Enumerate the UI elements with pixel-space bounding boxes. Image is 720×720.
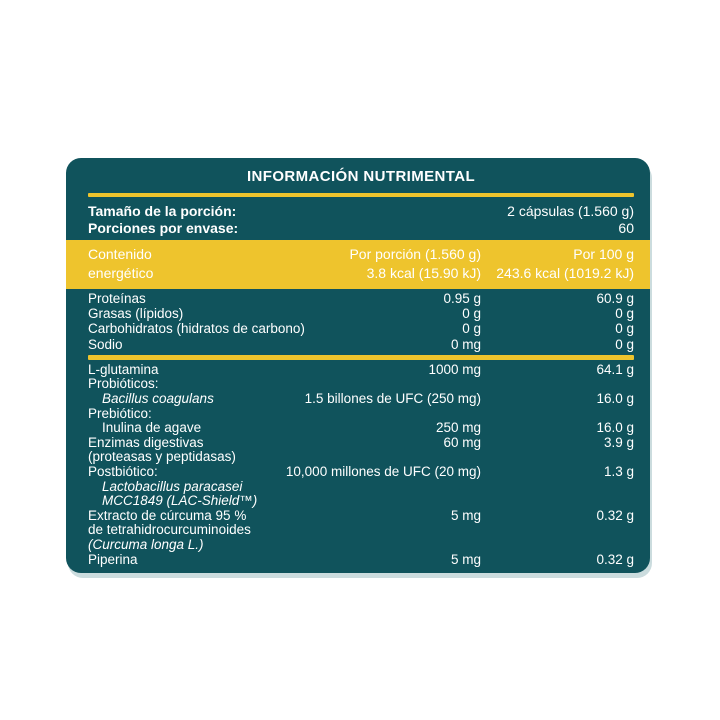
energy-per-100g: Por 100 g 243.6 kcal (1019.2 kJ) xyxy=(496,245,634,283)
energy-band: Contenido energético Por porción (1.560 … xyxy=(66,240,650,289)
energy-label: Contenido energético xyxy=(88,245,634,283)
ingredient-name: Enzimas digestivas xyxy=(88,434,204,450)
table-row-turmeric-extract: Extracto de cúrcuma 95 % de tetrahidrocu… xyxy=(88,507,634,553)
per-serving-value: 1000 mg xyxy=(428,361,481,377)
servings-per-container-row: Porciones por envase: 60 xyxy=(88,220,634,237)
ingredient-name: Probióticos: xyxy=(88,376,159,392)
per-100g-header: Por 100 g xyxy=(573,246,634,262)
ingredient-name-line2: (proteasas y peptidasas) xyxy=(88,449,236,465)
per-serving-value: 0.95 g xyxy=(443,291,481,306)
per-serving-value: 250 mg xyxy=(435,420,481,436)
per-100g-value: 0.32 g xyxy=(596,507,634,523)
ingredient-name: Piperina xyxy=(88,551,138,567)
per-100g-value: 0 g xyxy=(615,336,634,352)
per-serving-value: 0 g xyxy=(462,321,481,337)
nutrient-name: Grasas (lípidos) xyxy=(88,306,184,322)
table-row-postbiotic: Postbiótico: Lactobacillus paracasei MCC… xyxy=(88,463,634,509)
nutrient-name: Proteínas xyxy=(88,291,146,306)
table-row-proteins: Proteínas 0.95 g 60.9 g xyxy=(88,291,634,306)
ingredient-name: L-glutamina xyxy=(88,361,159,377)
per-100g-kcal: 243.6 kcal (1019.2 kJ) xyxy=(496,265,634,281)
label-header-section: INFORMACIÓN NUTRIMENTAL Tamaño de la por… xyxy=(66,158,650,237)
energy-per-serving: Por porción (1.560 g) 3.8 kcal (15.90 kJ… xyxy=(349,245,481,283)
ingredient-name-line3: MCC1849 (LAC-Shield™) xyxy=(102,493,258,509)
ingredient-name: Postbiótico: xyxy=(88,463,158,479)
per-100g-value: 16.0 g xyxy=(596,391,634,406)
per-serving-value: 5 mg xyxy=(450,507,481,523)
table-row-probiotics-heading: Probióticos: xyxy=(88,377,634,392)
nutrient-name: Sodio xyxy=(88,336,123,352)
servings-per-container-label: Porciones por envase: xyxy=(88,220,239,236)
table-row-piperine: Piperina 5 mg 0.32 g xyxy=(88,551,634,568)
per-serving-value: 5 mg xyxy=(450,551,481,567)
per-100g-value: 0 g xyxy=(615,306,634,322)
serving-size-row: Tamaño de la porción: 2 cápsulas (1.560 … xyxy=(88,203,634,220)
per-serving-kcal: 3.8 kcal (15.90 kJ) xyxy=(366,265,481,281)
per-100g-value: 64.1 g xyxy=(596,361,634,377)
macronutrients-table: Proteínas 0.95 g 60.9 g Grasas (lípidos)… xyxy=(88,291,634,352)
ingredients-table: L-glutamina 1000 mg 64.1 g Probióticos: … xyxy=(88,361,634,568)
page-title: INFORMACIÓN NUTRIMENTAL xyxy=(246,168,476,185)
ingredient-name: Bacillus coagulans xyxy=(102,391,214,406)
per-serving-value: 0 mg xyxy=(450,336,481,352)
ingredient-name-line2: de tetrahidrocurcuminoides xyxy=(88,522,251,538)
per-100g-value: 60.9 g xyxy=(596,291,634,306)
serving-section: Tamaño de la porción: 2 cápsulas (1.560 … xyxy=(88,203,634,237)
table-row-fats: Grasas (lípidos) 0 g 0 g xyxy=(88,306,634,321)
servings-per-container-value: 60 xyxy=(618,220,634,236)
divider-top xyxy=(88,193,634,197)
table-row-bacillus-coagulans: Bacillus coagulans 1.5 billones de UFC (… xyxy=(88,391,634,407)
ingredient-name-line3: (Curcuma longa L.) xyxy=(88,536,204,552)
per-100g-value: 1.3 g xyxy=(603,463,634,479)
nutrition-label-card: INFORMACIÓN NUTRIMENTAL Tamaño de la por… xyxy=(66,158,650,574)
table-row-prebiotic-heading: Prebiótico: xyxy=(88,405,634,422)
table-row-sodium: Sodio 0 mg 0 g xyxy=(88,337,634,352)
divider-middle xyxy=(88,354,634,360)
table-row-digestive-enzymes: Enzimas digestivas (proteasas y peptidas… xyxy=(88,434,634,465)
per-100g-value: 0 g xyxy=(615,321,634,337)
per-100g-value: 0.32 g xyxy=(596,551,634,567)
per-100g-value: 3.9 g xyxy=(603,434,634,450)
ingredient-name: Prebiótico: xyxy=(88,405,152,421)
table-row-l-glutamine: L-glutamina 1000 mg 64.1 g xyxy=(88,361,634,378)
nutrient-name: Carbohidratos (hidratos de carbono) xyxy=(88,321,305,337)
per-serving-value: 0 g xyxy=(462,306,481,322)
per-100g-value: 16.0 g xyxy=(596,420,634,436)
ingredient-name: Extracto de cúrcuma 95 % xyxy=(88,507,247,523)
per-serving-value: 1.5 billones de UFC (250 mg) xyxy=(304,391,481,406)
table-row-carbohydrates: Carbohidratos (hidratos de carbono) 0 g … xyxy=(88,321,634,336)
table-row-agave-inulin: Inulina de agave 250 mg 16.0 g xyxy=(88,421,634,436)
ingredient-name-line2: Lactobacillus paracasei xyxy=(102,478,243,494)
energy-label-line1: Contenido xyxy=(88,246,152,262)
energy-label-line2: energético xyxy=(88,265,154,281)
ingredient-name: Inulina de agave xyxy=(102,420,202,436)
label-body-section: Proteínas 0.95 g 60.9 g Grasas (lípidos)… xyxy=(66,291,650,567)
serving-size-label: Tamaño de la porción: xyxy=(88,203,237,219)
serving-size-value: 2 cápsulas (1.560 g) xyxy=(507,203,634,219)
per-serving-header: Por porción (1.560 g) xyxy=(349,246,481,262)
per-serving-value: 10,000 millones de UFC (20 mg) xyxy=(285,463,481,479)
per-serving-value: 60 mg xyxy=(443,434,481,450)
